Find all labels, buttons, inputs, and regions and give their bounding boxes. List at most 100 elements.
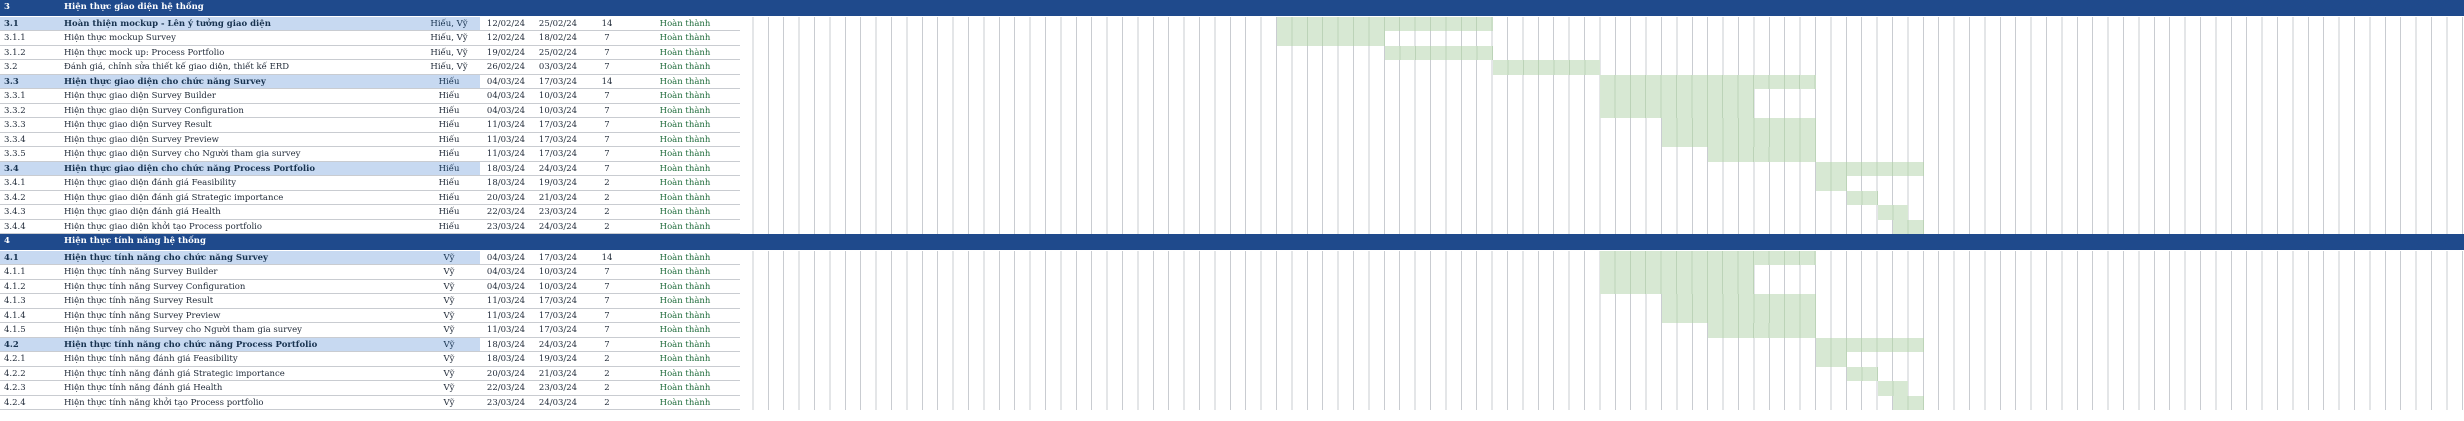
task-id[interactable]: 4.2.1: [0, 352, 60, 367]
duration-days[interactable]: 7: [584, 104, 630, 118]
task-owner[interactable]: Hiếu: [418, 147, 480, 162]
task-owner[interactable]: Vỹ: [418, 294, 480, 309]
duration-days[interactable]: 7: [584, 294, 630, 309]
end-date[interactable]: 25/02/24: [532, 46, 584, 60]
duration-days[interactable]: 2: [584, 220, 630, 234]
status-badge[interactable]: Hoàn thành: [630, 251, 740, 265]
task-id[interactable]: 3.3.3: [0, 118, 60, 133]
end-date[interactable]: 23/03/24: [532, 205, 584, 220]
end-date[interactable]: 17/03/24: [532, 75, 584, 89]
duration-days[interactable]: 7: [584, 147, 630, 162]
task-name[interactable]: Đánh giá, chỉnh sửa thiết kế giao diện, …: [60, 60, 430, 75]
subtask-row[interactable]: 4.1.3 Hiện thực tính năng Survey Result Vỹ…: [0, 294, 2464, 309]
status-badge[interactable]: Hoàn thành: [630, 381, 740, 396]
task-row[interactable]: 3.3 Hiện thực giao diện cho chức năng Sur…: [0, 74, 2464, 89]
task-owner[interactable]: Vỹ: [418, 352, 480, 367]
gantt-bar[interactable]: [1492, 60, 1601, 75]
task-name[interactable]: Hiện thực tính năng Survey Preview: [60, 309, 430, 323]
start-date[interactable]: 18/03/24: [480, 176, 532, 191]
gantt-bar[interactable]: [1708, 323, 1816, 338]
task-name[interactable]: Hiện thực giao diện khởi tạo Process por…: [60, 220, 430, 234]
task-name[interactable]: Hiện thực tính năng cho chức năng Proces…: [60, 337, 430, 352]
duration-days[interactable]: 7: [584, 89, 630, 104]
task-owner[interactable]: Hiếu, Vỹ: [418, 16, 480, 31]
task-name[interactable]: Hiện thực tính năng đánh giá Strategic i…: [60, 367, 430, 381]
task-id[interactable]: 4.1.3: [0, 294, 60, 309]
task-name[interactable]: Hiện thực giao diện Survey cho Người tha…: [60, 147, 430, 162]
task-name[interactable]: Hoàn thiện mockup - Lên ý tưởng giao diệ…: [60, 16, 430, 31]
subtask-row[interactable]: 4.2.4 Hiện thực tính năng khởi tạo Proces…: [0, 395, 2464, 410]
status-badge[interactable]: Hoàn thành: [630, 133, 740, 147]
start-date[interactable]: 22/03/24: [480, 381, 532, 396]
duration-days[interactable]: 2: [584, 367, 630, 381]
gantt-bar[interactable]: [1600, 250, 1816, 265]
task-id[interactable]: 4.2.2: [0, 367, 60, 381]
gantt-bar[interactable]: [1662, 308, 1816, 323]
gantt-bar[interactable]: [1893, 219, 1924, 234]
task-name[interactable]: Hiện thực tính năng đánh giá Health: [60, 381, 430, 396]
gantt-bar[interactable]: [1277, 31, 1385, 46]
task-row[interactable]: 3.4 Hiện thực giao diện cho chức năng Pro…: [0, 161, 2464, 176]
status-badge[interactable]: Hoàn thành: [630, 367, 740, 381]
end-date[interactable]: 21/03/24: [532, 191, 584, 205]
duration-days[interactable]: 7: [584, 133, 630, 147]
start-date[interactable]: 04/03/24: [480, 251, 532, 265]
task-name[interactable]: Hiện thực giao diện Survey Result: [60, 118, 430, 133]
task-row[interactable]: 4.2 Hiện thực tính năng cho chức năng Pro…: [0, 337, 2464, 352]
section-row[interactable]: 3 Hiện thực giao diện hệ thống: [0, 0, 2464, 16]
task-owner[interactable]: Hiếu, Vỹ: [418, 46, 480, 60]
start-date[interactable]: 04/03/24: [480, 89, 532, 104]
task-id[interactable]: 4.2.3: [0, 381, 60, 396]
start-date[interactable]: 04/03/24: [480, 265, 532, 280]
subtask-row[interactable]: 3.3.1 Hiện thực giao diện Survey Builder H…: [0, 89, 2464, 104]
task-owner[interactable]: Hiếu: [418, 161, 480, 176]
task-owner[interactable]: Hiếu: [418, 191, 480, 205]
task-id[interactable]: 3.1: [0, 16, 60, 31]
task-owner[interactable]: Vỹ: [418, 367, 480, 381]
gantt-bar[interactable]: [1877, 381, 1909, 396]
start-date[interactable]: 18/03/24: [480, 162, 532, 176]
end-date[interactable]: 21/03/24: [532, 367, 584, 381]
task-id[interactable]: 4.2: [0, 337, 60, 352]
end-date[interactable]: 17/03/24: [532, 294, 584, 309]
status-badge[interactable]: Hoàn thành: [630, 46, 740, 60]
task-id[interactable]: 3.4: [0, 161, 60, 176]
end-date[interactable]: 10/03/24: [532, 280, 584, 294]
subtask-row[interactable]: 3.3.2 Hiện thực giao diện Survey Configur…: [0, 103, 2464, 118]
status-badge[interactable]: Hoàn thành: [630, 17, 740, 31]
task-owner[interactable]: Hiếu, Vỹ: [418, 60, 480, 75]
subtask-row[interactable]: 3.4.4 Hiện thực giao diện khởi tạo Proces…: [0, 219, 2464, 234]
task-id[interactable]: 4.1.5: [0, 323, 60, 338]
status-badge[interactable]: Hoàn thành: [630, 294, 740, 309]
end-date[interactable]: 24/03/24: [532, 162, 584, 176]
duration-days[interactable]: 14: [584, 251, 630, 265]
status-badge[interactable]: Hoàn thành: [630, 162, 740, 176]
task-name[interactable]: Hiện thực giao diện đánh giá Strategic i…: [60, 191, 430, 205]
end-date[interactable]: 25/02/24: [532, 17, 584, 31]
task-owner[interactable]: Vỹ: [418, 309, 480, 323]
end-date[interactable]: 10/03/24: [532, 265, 584, 280]
task-id[interactable]: 3.2: [0, 60, 60, 75]
end-date[interactable]: 10/03/24: [532, 104, 584, 118]
start-date[interactable]: 11/03/24: [480, 294, 532, 309]
status-badge[interactable]: Hoàn thành: [630, 31, 740, 46]
start-date[interactable]: 04/03/24: [480, 104, 532, 118]
end-date[interactable]: 17/03/24: [532, 133, 584, 147]
subtask-row[interactable]: 4.2.2 Hiện thực tính năng đánh giá Strate…: [0, 366, 2464, 381]
task-name[interactable]: Hiện thực tính năng Survey Builder: [60, 265, 430, 280]
gantt-bar[interactable]: [1600, 265, 1755, 280]
status-badge[interactable]: Hoàn thành: [630, 396, 740, 410]
task-id[interactable]: 3.1.2: [0, 46, 60, 60]
task-row[interactable]: 3.1 Hoàn thiện mockup - Lên ý tưởng giao …: [0, 16, 2464, 31]
status-badge[interactable]: Hoàn thành: [630, 265, 740, 280]
start-date[interactable]: 11/03/24: [480, 118, 532, 133]
end-date[interactable]: 03/03/24: [532, 60, 584, 75]
duration-days[interactable]: 2: [584, 352, 630, 367]
task-name[interactable]: Hiện thực giao diện Survey Preview: [60, 133, 430, 147]
status-badge[interactable]: Hoàn thành: [630, 104, 740, 118]
task-id[interactable]: 3.3.1: [0, 89, 60, 104]
duration-days[interactable]: 7: [584, 31, 630, 46]
task-name[interactable]: Hiện thực tính năng Survey Configuration: [60, 280, 430, 294]
task-id[interactable]: 3.4.4: [0, 220, 60, 234]
duration-days[interactable]: 7: [584, 162, 630, 176]
